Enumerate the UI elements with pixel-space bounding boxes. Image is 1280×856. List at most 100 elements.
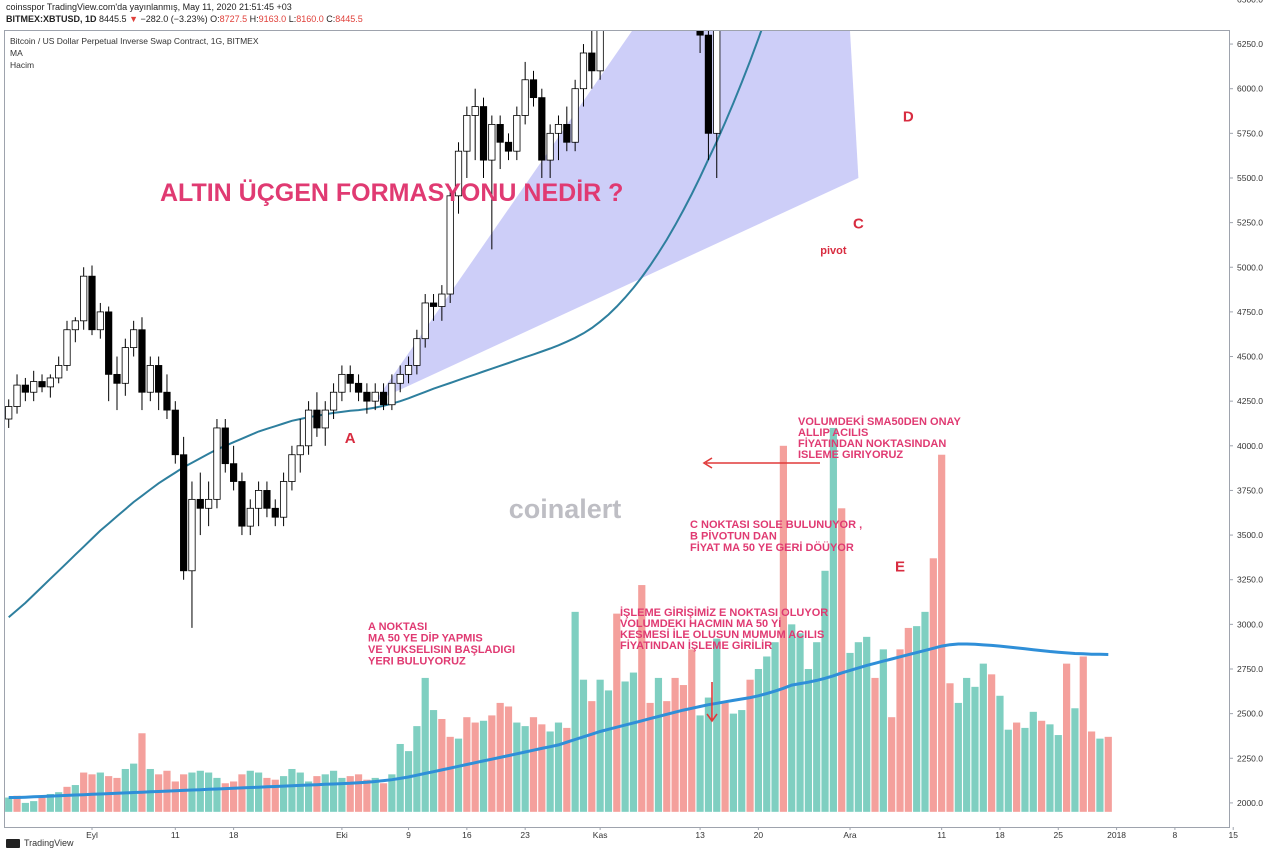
high-label: H: [249, 14, 259, 24]
candle-body [180, 454, 188, 572]
volume-bar [838, 508, 846, 812]
candle-body [479, 106, 488, 161]
annotation-a: YERI BULUYORUZ [368, 656, 466, 668]
time-tick-label: 23 [520, 830, 530, 840]
point-label-a: A [345, 430, 356, 447]
candle-body [354, 382, 363, 393]
annotation-e: KESMESİ İLE OLUSUN MUMUM ACILIS [620, 628, 824, 641]
volume-bar [38, 797, 46, 812]
volume-bar [863, 636, 871, 812]
candle-body [246, 507, 254, 527]
golden-triangle [375, 31, 859, 402]
volume-bar [946, 683, 954, 812]
candle-body [263, 490, 271, 509]
volume-bar [404, 751, 413, 812]
symbol-ohlc-line: BITMEX:XBTUSD, 1D 8445.5 ▼ −282.0 (−3.23… [6, 14, 363, 24]
candle-body [288, 454, 296, 482]
volume-bar [513, 722, 521, 812]
volume-bar [904, 627, 912, 812]
candle-body [529, 79, 538, 99]
price-tick-label: 5250.0 [1237, 218, 1263, 228]
volume-bar [604, 690, 613, 812]
candle-body [238, 481, 246, 527]
price-tick-label: 2250.0 [1237, 753, 1263, 763]
volume-bar [663, 701, 671, 812]
symbol-label: BITMEX:XBTUSD, 1D [6, 14, 97, 24]
candle-body [313, 409, 321, 429]
time-tick-label: 20 [754, 830, 764, 840]
annotation-c: B PİVOTUN DAN [690, 530, 777, 543]
volume-bar [21, 802, 29, 812]
open-value: 8727.5 [219, 14, 248, 24]
price-tick-label: 5500.0 [1237, 173, 1263, 183]
volume-bar [479, 720, 488, 812]
time-tick-label: 11 [171, 830, 180, 840]
volume-bar [746, 679, 754, 812]
time-tick-label: 25 [1054, 830, 1064, 840]
volume-bar [646, 702, 654, 812]
candle-body [446, 195, 454, 295]
annotation-c: C NOKTASI SOLE BULUNUYOR , [690, 519, 862, 531]
chart-frame [4, 30, 1230, 828]
volume-bar [588, 701, 596, 812]
volume-bar [371, 777, 379, 812]
volume-bar [979, 663, 987, 812]
time-tick-label: 13 [695, 830, 705, 840]
volume-bar [288, 768, 296, 812]
time-tick-label: Eki [336, 830, 348, 840]
price-tick-label: 3250.0 [1237, 575, 1263, 585]
volume-bar [1054, 735, 1062, 812]
volume-bar [171, 781, 179, 812]
annotation-d: ISLEME GIRIYORUZ [798, 449, 903, 461]
price-tick-label: 3000.0 [1237, 619, 1263, 629]
volume-bar [130, 763, 138, 812]
volume-bar [929, 558, 937, 812]
candle-body [713, 31, 721, 134]
volume-bar [821, 570, 829, 812]
candle-body [471, 106, 479, 116]
volume-bar [938, 454, 946, 812]
volume-bar [546, 731, 554, 812]
candle-body [429, 302, 438, 307]
candle-body [554, 124, 563, 134]
candle-body [463, 115, 471, 152]
volume-bar [155, 774, 163, 812]
volume-bar [1071, 708, 1079, 812]
volume-bar [596, 679, 604, 812]
volume-bar [613, 613, 621, 812]
time-tick-label: Kas [593, 830, 608, 840]
price-tick-label: 3750.0 [1237, 485, 1263, 495]
candle-body [21, 384, 29, 393]
tradingview-logo[interactable]: TradingView [6, 838, 74, 848]
candle-body [130, 329, 138, 348]
volume-bar [30, 801, 38, 812]
volume-bar [488, 715, 496, 812]
annotation-d: FİYATINDAN NOKTASINDAN [798, 437, 946, 450]
candle-body [171, 409, 179, 456]
volume-bar [554, 722, 563, 812]
volume-bar [471, 722, 479, 812]
volume-bar [313, 776, 321, 812]
candle-body [696, 31, 704, 36]
candle-body [155, 365, 163, 393]
price-tick-label: 4750.0 [1237, 307, 1263, 317]
volume-bar [5, 797, 13, 812]
volume-bar [1096, 738, 1104, 812]
volume-bar [888, 717, 896, 812]
volume-bar [180, 774, 188, 812]
plot-area: coinalert [5, 31, 1112, 812]
volume-bar [421, 677, 429, 812]
price-tick-label: 2750.0 [1237, 664, 1263, 674]
volume-bar [221, 783, 229, 812]
point-label-e: E [895, 558, 905, 575]
candle-body [329, 391, 338, 411]
annotation-a: MA 50 YE DİP YAPMIS [368, 632, 483, 645]
price-tick-label: 2000.0 [1237, 798, 1263, 808]
volume-bar [913, 626, 921, 812]
time-tick-label: 11 [937, 830, 946, 840]
price-tick-label: 5750.0 [1237, 128, 1263, 138]
volume-bar [413, 726, 421, 812]
volume-bar [688, 649, 696, 812]
candle-body [338, 373, 346, 393]
